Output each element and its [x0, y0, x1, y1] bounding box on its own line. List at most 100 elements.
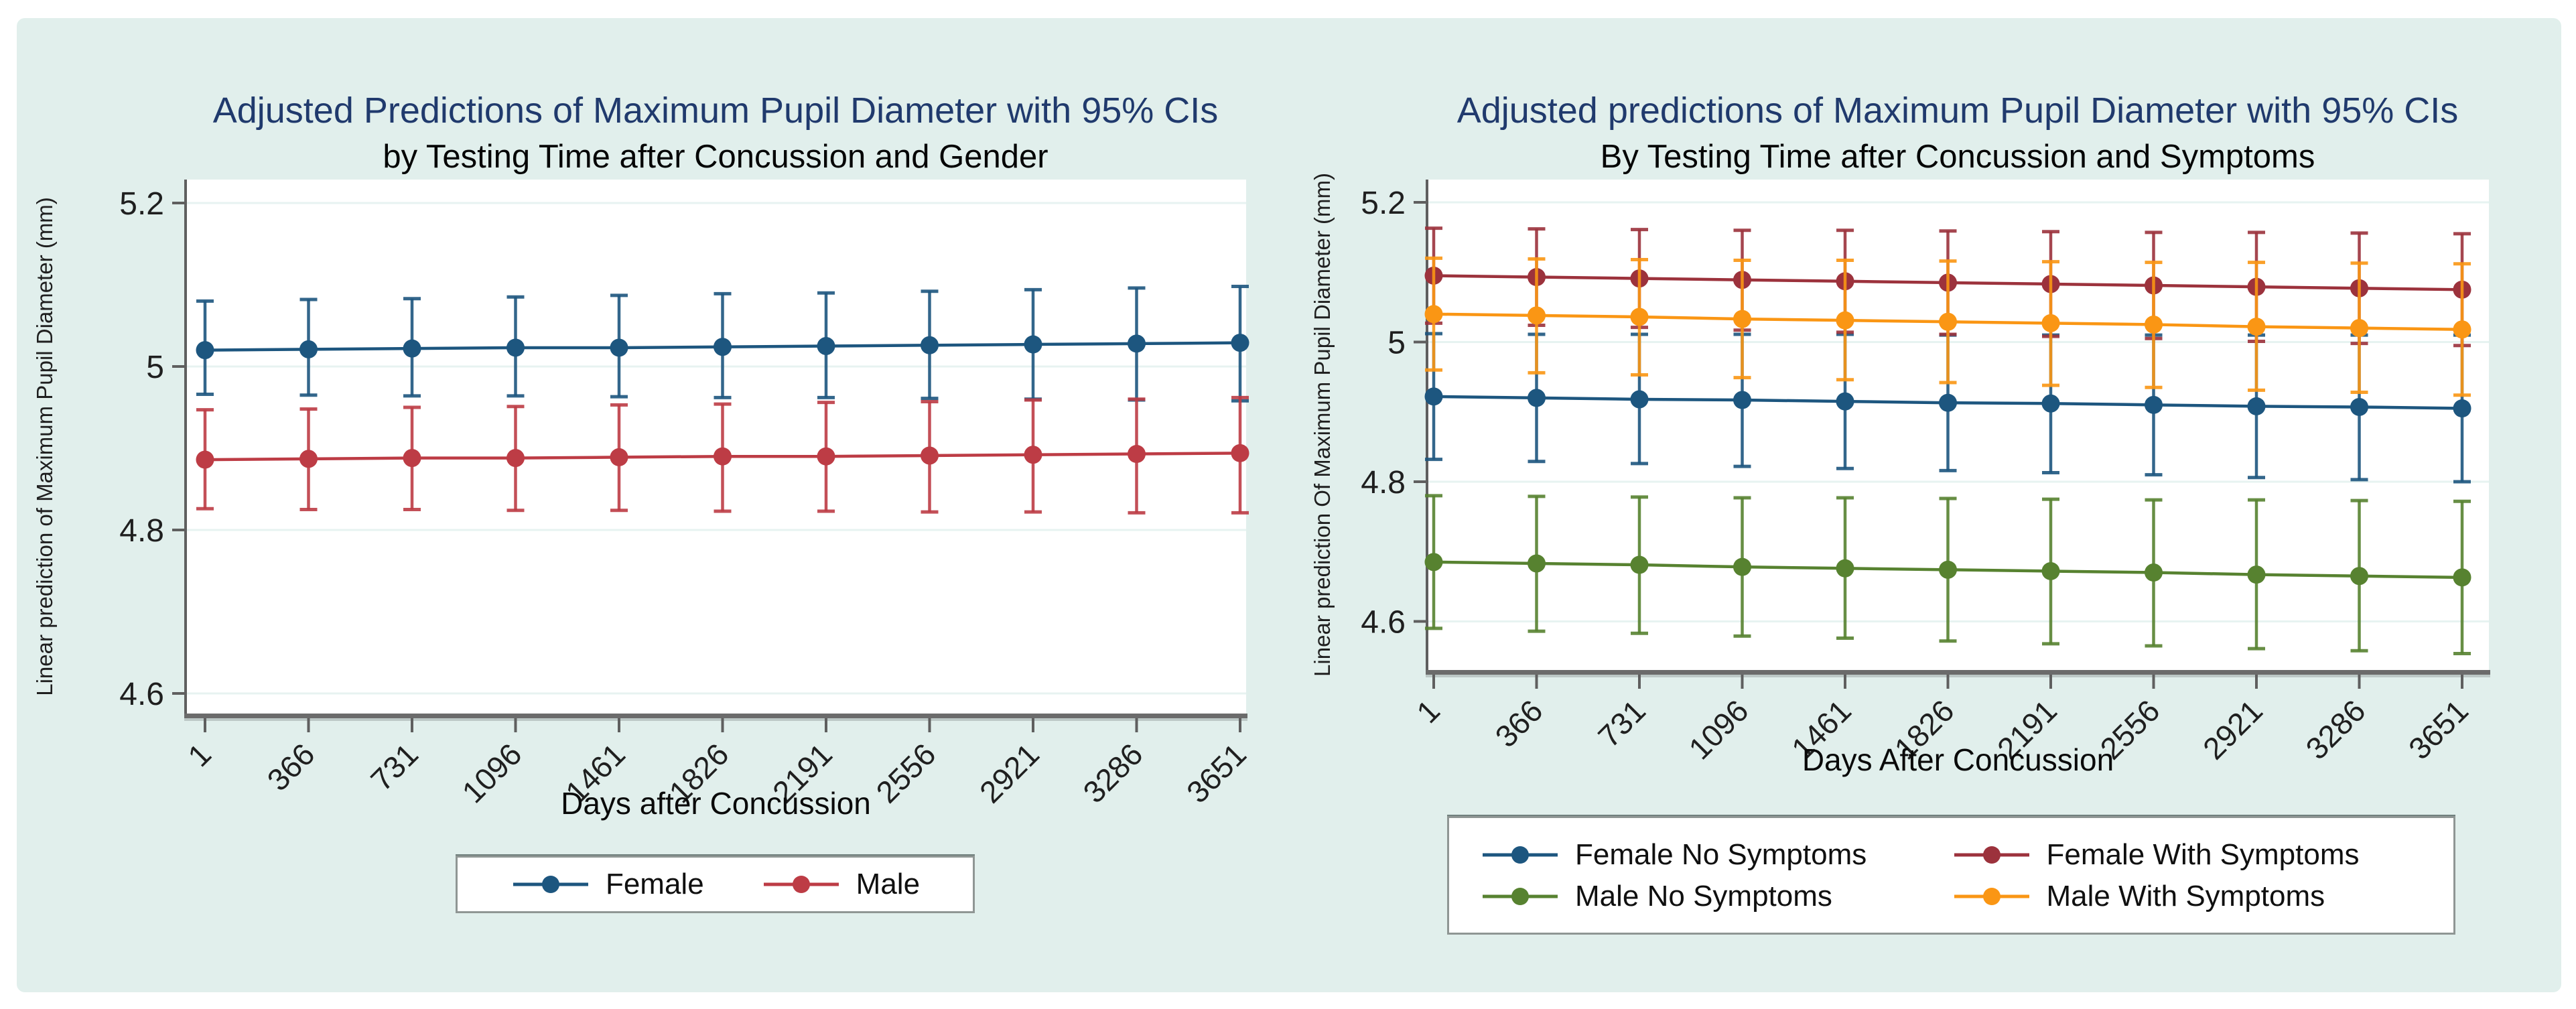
legend-line-marker-icon	[1954, 887, 2029, 905]
y-tick-label: 4.6	[119, 677, 164, 712]
data-point-marker	[1939, 560, 1957, 579]
x-tick-label: 3286	[1076, 736, 1149, 809]
legend-entry-female-no-symptoms: Female No Symptoms	[1480, 838, 1952, 872]
data-point-marker	[196, 450, 214, 469]
legend-line-marker-icon	[1483, 846, 1558, 864]
data-point-marker	[1939, 393, 1957, 412]
y-axis-title: Linear prediction Of Maximum Pupil Diame…	[1310, 173, 1335, 677]
data-point-marker	[1424, 387, 1443, 406]
data-point-marker	[1733, 557, 1751, 576]
x-tick-label: 1	[1410, 693, 1446, 730]
y-tick-label: 5	[1387, 326, 1406, 361]
y-tick-label: 4.8	[1361, 465, 1406, 500]
legend-entry-female-with-symptoms: Female With Symptoms	[1952, 838, 2423, 872]
data-point-marker	[1939, 312, 1957, 331]
legend-entry-male: Male	[761, 868, 920, 901]
legend-dot	[1511, 846, 1529, 864]
y-tick-label: 5	[146, 350, 164, 385]
data-point-marker	[1836, 392, 1854, 411]
x-tick-label: 2921	[973, 736, 1046, 809]
data-point-marker	[1231, 334, 1249, 352]
legend-line-marker-icon	[513, 876, 588, 893]
data-point-marker	[2145, 395, 2163, 414]
data-point-marker	[196, 341, 214, 360]
legend-label: Male No Symptoms	[1575, 879, 1832, 913]
data-point-marker	[817, 447, 835, 466]
legend-label: Female No Symptoms	[1575, 837, 1867, 871]
data-point-marker	[1024, 335, 1042, 354]
data-point-marker	[1836, 559, 1854, 578]
data-point-marker	[1528, 554, 1546, 573]
chart-gender-title: Adjusted Predictions of Maximum Pupil Di…	[212, 90, 1219, 131]
x-tick-label: 2556	[869, 736, 942, 809]
data-point-marker	[2041, 561, 2060, 580]
legend-dot	[1982, 887, 2001, 905]
data-point-marker	[2350, 319, 2368, 338]
data-point-marker	[1630, 555, 1649, 574]
y-axis-title: Linear prediction of Maximum Pupil Diame…	[32, 197, 57, 696]
x-axis	[1426, 670, 2490, 675]
legend-dot	[1511, 887, 1529, 905]
data-point-marker	[1733, 391, 1751, 409]
legend-line-marker-icon	[1954, 846, 2029, 864]
series-male	[196, 395, 1249, 515]
legend-entry-female: Female	[511, 868, 704, 901]
legend-label: Female With Symptoms	[2046, 837, 2360, 871]
data-point-marker	[2350, 567, 2368, 586]
data-point-marker	[1733, 310, 1751, 328]
data-point-marker	[1424, 553, 1443, 571]
data-point-marker	[921, 336, 939, 354]
x-tick-label: 3651	[1180, 736, 1253, 809]
legend-label: Male	[856, 868, 921, 900]
legend-dot	[541, 876, 559, 893]
x-tick-label: 1096	[455, 736, 528, 809]
data-point-marker	[1024, 446, 1042, 464]
data-point-marker	[2041, 394, 2060, 413]
legend-line-marker-icon	[1483, 887, 1558, 905]
y-tick-label: 4.6	[1361, 605, 1406, 641]
x-tick-label: 3651	[2402, 693, 2475, 766]
data-point-marker	[1128, 334, 1146, 353]
data-point-marker	[403, 449, 421, 468]
chart-symptoms-plot: 5.254.84.61 366 731 1096 1461 1826 2191 2556 292…	[1310, 173, 2490, 777]
data-point-marker	[1424, 305, 1443, 324]
y-tick-label: 5.2	[1361, 186, 1406, 221]
chart-symptoms-title: Adjusted predictions of Maximum Pupil Di…	[1456, 90, 2459, 131]
x-axis-title: Days After Concussion	[1802, 742, 2114, 777]
data-point-marker	[299, 340, 318, 358]
legend-line-marker-icon	[763, 876, 839, 893]
data-point-marker	[1630, 308, 1649, 326]
series-female	[196, 284, 1249, 403]
plot-area	[1427, 180, 2489, 670]
data-point-marker	[610, 338, 628, 357]
data-point-marker	[299, 450, 318, 468]
data-point-marker	[506, 449, 525, 468]
x-tick-label: 731	[364, 736, 425, 797]
data-point-marker	[2145, 315, 2163, 334]
x-tick-label: 1096	[1682, 693, 1755, 766]
data-point-marker	[610, 448, 628, 466]
data-point-marker	[2247, 565, 2266, 584]
x-tick-label: 2921	[2196, 693, 2269, 766]
legend-label: Male With Symptoms	[2046, 879, 2325, 913]
chart-symptoms-legend: Female No Symptoms Female With Symptoms Ma…	[1447, 816, 2455, 935]
data-point-marker	[403, 339, 421, 358]
data-point-marker	[714, 338, 732, 356]
data-point-marker	[2453, 399, 2471, 418]
data-point-marker	[2247, 397, 2266, 415]
x-tick-label: 366	[1489, 693, 1550, 754]
plot-area	[186, 180, 1246, 714]
data-point-marker	[1128, 445, 1146, 464]
data-point-marker	[2145, 563, 2163, 582]
data-point-marker	[2350, 397, 2368, 416]
legend-label: Female	[605, 868, 704, 900]
data-point-marker	[1528, 389, 1546, 407]
legend-dot	[792, 876, 810, 893]
x-axis	[184, 714, 1247, 718]
data-point-marker	[817, 337, 835, 355]
legend-entry-male-with-symptoms: Male With Symptoms	[1952, 880, 2423, 913]
data-point-marker	[714, 447, 732, 466]
data-point-marker	[1836, 311, 1854, 330]
data-point-marker	[1630, 390, 1649, 409]
